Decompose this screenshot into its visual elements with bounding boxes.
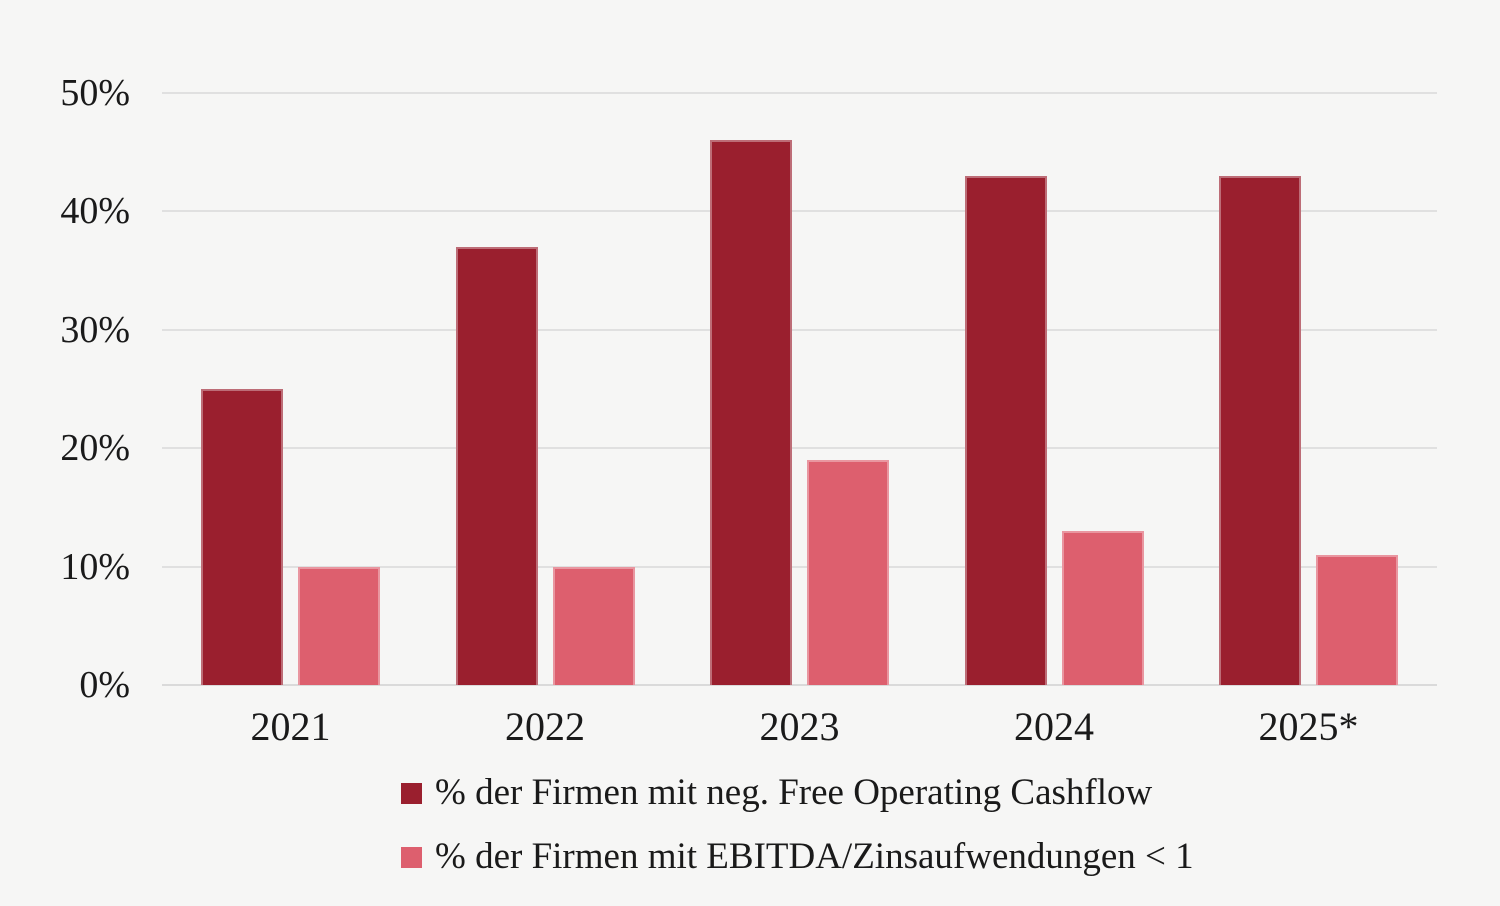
bar-2025-series-1 xyxy=(1219,175,1301,685)
bar-2022-series-2 xyxy=(552,566,635,685)
bar-2024-series-1 xyxy=(964,175,1047,685)
bar-2024-series-2 xyxy=(1061,531,1144,685)
y-axis-tick-label: 10% xyxy=(60,545,130,588)
y-axis-tick-label: 50% xyxy=(60,72,130,114)
gridline xyxy=(162,92,1437,94)
legend-item-neg-focf: % der Firmen mit neg. Free Operating Cas… xyxy=(401,771,1152,815)
bar-2021-series-1 xyxy=(201,389,283,685)
y-axis-tick-label: 40% xyxy=(60,190,130,233)
x-axis-category-label: 2023 xyxy=(759,704,840,749)
legend-swatch-rose-icon xyxy=(401,846,422,868)
bar-2022-series-1 xyxy=(455,246,538,685)
x-axis-line xyxy=(162,684,1437,686)
bar-2025-series-2 xyxy=(1316,554,1398,685)
gridline xyxy=(162,447,1437,450)
legend-swatch-dark-red-icon xyxy=(401,782,422,804)
bar-2023-series-2 xyxy=(807,460,889,685)
x-axis-category-label: 2021 xyxy=(250,704,331,749)
x-axis-category-label: 2022 xyxy=(505,704,585,749)
bar-2023-series-1 xyxy=(710,140,792,685)
gridline xyxy=(162,210,1437,213)
x-axis-category-label: 2025* xyxy=(1258,704,1359,749)
bar-2021-series-2 xyxy=(298,566,380,685)
gridline xyxy=(162,328,1437,331)
y-axis-tick-label: 30% xyxy=(60,308,130,351)
legend-label-neg-focf: % der Firmen mit neg. Free Operating Cas… xyxy=(435,772,1153,813)
x-axis-category-label: 2024 xyxy=(1014,704,1094,749)
gridline xyxy=(162,565,1437,568)
y-axis-tick-label: 0% xyxy=(79,664,130,706)
y-axis-tick-label: 20% xyxy=(60,427,130,470)
legend-label-ebitda-interest: % der Firmen mit EBITDA/Zinsaufwendungen… xyxy=(435,836,1194,877)
legend-item-ebitda-interest: % der Firmen mit EBITDA/Zinsaufwendungen… xyxy=(401,835,1194,879)
